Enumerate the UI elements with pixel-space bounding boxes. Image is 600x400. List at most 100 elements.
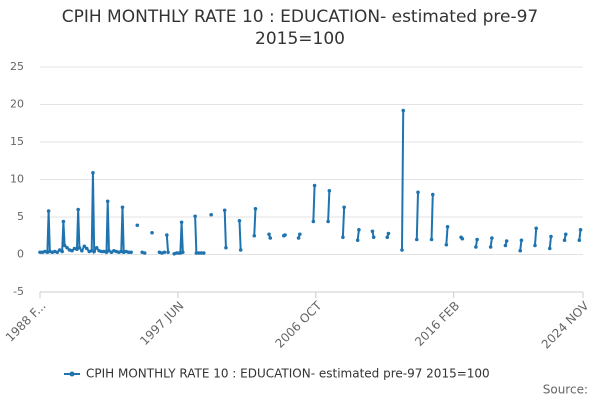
point <box>201 251 206 255</box>
point <box>166 250 170 255</box>
point <box>162 250 167 255</box>
point <box>197 251 201 255</box>
point <box>62 243 67 248</box>
point <box>327 188 332 193</box>
point <box>199 251 204 255</box>
point <box>65 245 69 250</box>
point <box>429 237 434 242</box>
point <box>490 236 494 240</box>
y-tick-label: 10 <box>10 173 24 186</box>
point <box>547 246 552 251</box>
point <box>460 236 465 241</box>
point <box>311 219 316 224</box>
point <box>84 246 89 251</box>
point <box>283 233 287 237</box>
legend-label: CPIH MONTHLY RATE 10 : EDUCATION- estima… <box>86 367 490 381</box>
point <box>504 239 509 243</box>
series-line <box>40 110 582 255</box>
point <box>179 220 184 225</box>
point <box>94 245 99 250</box>
point <box>193 214 197 219</box>
point <box>70 248 74 253</box>
point <box>533 243 537 248</box>
point <box>150 230 154 235</box>
point <box>209 212 213 217</box>
point <box>518 248 523 253</box>
point <box>445 224 450 229</box>
point <box>475 237 479 242</box>
point <box>549 234 553 239</box>
point <box>46 209 51 213</box>
y-tick-label: 0 <box>17 248 24 261</box>
x-tick-label: 1988 F... <box>3 299 49 345</box>
y-tick-label: 15 <box>10 135 24 148</box>
point <box>267 232 271 237</box>
y-tick-label: -5 <box>13 285 24 298</box>
x-tick-label: 2006 OCT <box>272 298 324 350</box>
point <box>414 237 419 242</box>
point <box>80 248 84 253</box>
point <box>534 226 539 231</box>
point <box>386 231 391 236</box>
point <box>165 233 169 237</box>
point <box>105 199 110 204</box>
point <box>562 238 567 243</box>
point <box>142 251 147 255</box>
point <box>237 218 242 223</box>
point <box>488 245 493 249</box>
point <box>92 249 96 254</box>
point <box>400 248 404 252</box>
point <box>341 235 345 240</box>
point <box>503 243 508 248</box>
point <box>342 205 346 210</box>
point <box>82 244 87 249</box>
point <box>416 190 420 195</box>
point <box>253 206 258 211</box>
point <box>224 245 228 250</box>
point <box>55 250 60 255</box>
point <box>174 251 179 255</box>
point <box>135 223 140 228</box>
point <box>268 236 273 240</box>
point <box>371 235 376 240</box>
point <box>129 250 133 255</box>
point <box>577 238 582 243</box>
legend-swatch-dot <box>69 371 75 377</box>
point <box>38 250 42 255</box>
point <box>181 250 185 255</box>
point <box>357 227 361 232</box>
y-tick-label: 25 <box>10 60 24 73</box>
point <box>578 227 583 232</box>
point <box>370 229 375 234</box>
point <box>238 248 243 252</box>
point <box>355 238 360 243</box>
point <box>120 205 125 210</box>
point <box>222 208 227 213</box>
x-tick-label: 2024 NOV <box>539 298 592 351</box>
point <box>312 183 317 188</box>
point <box>563 232 568 237</box>
y-tick-label: 5 <box>17 210 24 223</box>
point <box>76 207 80 212</box>
point <box>126 250 131 255</box>
point <box>474 245 478 249</box>
point <box>99 249 104 254</box>
x-tick-label: 2016 FEB <box>412 299 462 349</box>
point <box>519 238 524 243</box>
point <box>194 251 199 255</box>
point <box>296 236 301 240</box>
point <box>401 108 406 113</box>
point <box>91 170 95 175</box>
y-tick-label: 20 <box>10 98 24 111</box>
point <box>326 219 330 224</box>
point <box>60 249 64 254</box>
point <box>77 245 82 250</box>
point <box>61 219 66 224</box>
point <box>385 235 390 240</box>
point <box>252 233 257 238</box>
x-tick-label: 1997 JUN <box>137 299 186 348</box>
chart-title: CPIH MONTHLY RATE 10 : EDUCATION- estima… <box>61 7 539 49</box>
point <box>444 242 449 247</box>
